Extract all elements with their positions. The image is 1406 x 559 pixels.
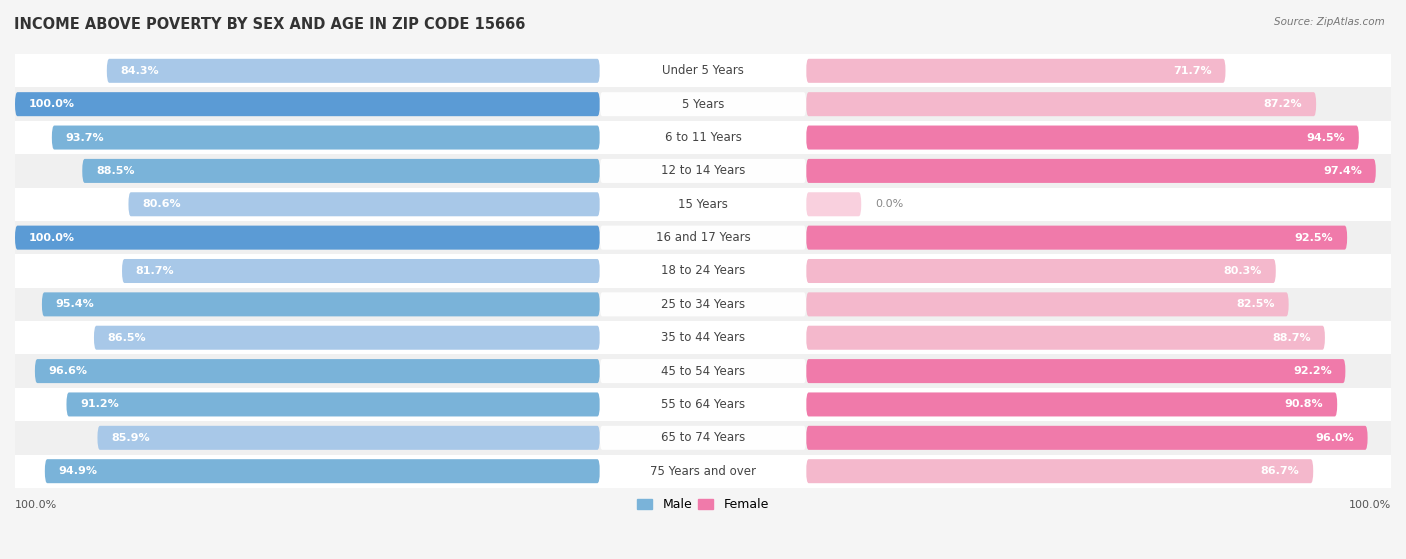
Text: 90.8%: 90.8% (1285, 400, 1323, 409)
Bar (15, 421, 1391, 454)
Bar (15, 254, 1391, 288)
FancyBboxPatch shape (94, 326, 600, 350)
Text: 25 to 34 Years: 25 to 34 Years (661, 298, 745, 311)
Text: 80.6%: 80.6% (142, 199, 181, 209)
Text: 94.5%: 94.5% (1306, 132, 1346, 143)
Text: 100.0%: 100.0% (28, 233, 75, 243)
FancyBboxPatch shape (107, 59, 600, 83)
Text: 87.2%: 87.2% (1264, 99, 1302, 109)
FancyBboxPatch shape (97, 426, 600, 450)
Text: 85.9%: 85.9% (111, 433, 150, 443)
Text: 0.0%: 0.0% (875, 199, 903, 209)
FancyBboxPatch shape (600, 392, 806, 416)
Bar (15, 288, 1391, 321)
Bar (15, 54, 1391, 88)
FancyBboxPatch shape (806, 126, 1358, 150)
Text: Source: ZipAtlas.com: Source: ZipAtlas.com (1274, 17, 1385, 27)
FancyBboxPatch shape (15, 226, 600, 250)
Text: 86.5%: 86.5% (108, 333, 146, 343)
Text: 80.3%: 80.3% (1223, 266, 1263, 276)
FancyBboxPatch shape (806, 426, 1368, 450)
FancyBboxPatch shape (600, 359, 806, 383)
Text: 88.5%: 88.5% (96, 166, 135, 176)
Text: 96.6%: 96.6% (49, 366, 87, 376)
Text: 15 Years: 15 Years (678, 198, 728, 211)
FancyBboxPatch shape (600, 92, 806, 116)
Bar (15, 454, 1391, 488)
Text: 93.7%: 93.7% (66, 132, 104, 143)
FancyBboxPatch shape (806, 459, 1313, 483)
FancyBboxPatch shape (42, 292, 600, 316)
Bar (15, 121, 1391, 154)
Legend: Male, Female: Male, Female (633, 493, 773, 517)
FancyBboxPatch shape (600, 192, 806, 216)
FancyBboxPatch shape (806, 192, 862, 216)
Text: 94.9%: 94.9% (59, 466, 97, 476)
Text: 71.7%: 71.7% (1173, 66, 1212, 76)
FancyBboxPatch shape (806, 392, 1337, 416)
Bar (15, 321, 1391, 354)
Text: 35 to 44 Years: 35 to 44 Years (661, 331, 745, 344)
Text: 81.7%: 81.7% (136, 266, 174, 276)
Text: 18 to 24 Years: 18 to 24 Years (661, 264, 745, 277)
Text: 12 to 14 Years: 12 to 14 Years (661, 164, 745, 177)
Text: 86.7%: 86.7% (1261, 466, 1299, 476)
Text: 45 to 54 Years: 45 to 54 Years (661, 364, 745, 377)
FancyBboxPatch shape (600, 259, 806, 283)
Text: 92.5%: 92.5% (1295, 233, 1333, 243)
Text: INCOME ABOVE POVERTY BY SEX AND AGE IN ZIP CODE 15666: INCOME ABOVE POVERTY BY SEX AND AGE IN Z… (14, 17, 526, 32)
FancyBboxPatch shape (122, 259, 600, 283)
Text: 88.7%: 88.7% (1272, 333, 1312, 343)
FancyBboxPatch shape (806, 159, 1376, 183)
FancyBboxPatch shape (806, 326, 1324, 350)
Text: 91.2%: 91.2% (80, 400, 120, 409)
Bar (15, 388, 1391, 421)
Bar (15, 221, 1391, 254)
FancyBboxPatch shape (600, 292, 806, 316)
FancyBboxPatch shape (806, 59, 1226, 83)
Text: 100.0%: 100.0% (15, 500, 58, 510)
FancyBboxPatch shape (600, 59, 806, 83)
Text: 82.5%: 82.5% (1236, 300, 1275, 309)
FancyBboxPatch shape (806, 359, 1346, 383)
Text: 84.3%: 84.3% (121, 66, 159, 76)
FancyBboxPatch shape (806, 259, 1275, 283)
FancyBboxPatch shape (83, 159, 600, 183)
Bar (15, 88, 1391, 121)
FancyBboxPatch shape (52, 126, 600, 150)
Text: 100.0%: 100.0% (28, 99, 75, 109)
Text: 95.4%: 95.4% (56, 300, 94, 309)
Bar (15, 154, 1391, 188)
Text: Under 5 Years: Under 5 Years (662, 64, 744, 77)
Text: 6 to 11 Years: 6 to 11 Years (665, 131, 741, 144)
FancyBboxPatch shape (128, 192, 600, 216)
FancyBboxPatch shape (35, 359, 600, 383)
FancyBboxPatch shape (45, 459, 600, 483)
FancyBboxPatch shape (600, 426, 806, 450)
Text: 97.4%: 97.4% (1323, 166, 1362, 176)
Text: 65 to 74 Years: 65 to 74 Years (661, 432, 745, 444)
FancyBboxPatch shape (15, 92, 600, 116)
Text: 92.2%: 92.2% (1294, 366, 1331, 376)
FancyBboxPatch shape (806, 226, 1347, 250)
FancyBboxPatch shape (806, 92, 1316, 116)
Text: 75 Years and over: 75 Years and over (650, 465, 756, 478)
FancyBboxPatch shape (600, 326, 806, 350)
Bar (15, 188, 1391, 221)
FancyBboxPatch shape (806, 292, 1289, 316)
FancyBboxPatch shape (600, 459, 806, 483)
Text: 16 and 17 Years: 16 and 17 Years (655, 231, 751, 244)
FancyBboxPatch shape (600, 226, 806, 250)
Text: 100.0%: 100.0% (1348, 500, 1391, 510)
Bar (15, 354, 1391, 388)
FancyBboxPatch shape (600, 159, 806, 183)
FancyBboxPatch shape (600, 126, 806, 150)
Text: 55 to 64 Years: 55 to 64 Years (661, 398, 745, 411)
Text: 5 Years: 5 Years (682, 98, 724, 111)
FancyBboxPatch shape (66, 392, 600, 416)
Text: 96.0%: 96.0% (1315, 433, 1354, 443)
